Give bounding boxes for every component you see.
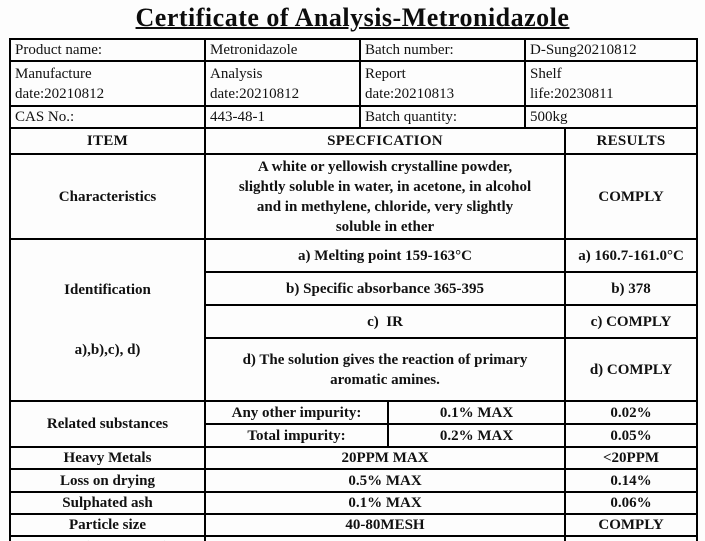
report-date: Report date:20210813 xyxy=(358,60,527,107)
assay-spec: 99.0%-101.0% xyxy=(203,535,567,541)
analysis-date: Analysis date:20210812 xyxy=(204,60,361,107)
assay-result: 99.8% xyxy=(564,535,699,541)
particle-size-result: COMPLY xyxy=(564,513,699,537)
identification-spec-d: d) The solution gives the reaction of pr… xyxy=(203,337,567,402)
characteristics-result: COMPLY xyxy=(564,153,699,240)
total-impurity-label: Total impurity: xyxy=(204,423,389,448)
total-impurity-result: 0.05% xyxy=(564,423,699,448)
characteristics-spec: A white or yellowish crystalline powder,… xyxy=(203,153,567,240)
identification-result-a: a) 160.7-161.0°C xyxy=(564,238,699,273)
total-impurity-limit: 0.2% MAX xyxy=(386,423,567,448)
product-name-value: Metronidazole xyxy=(204,38,361,62)
page-title: Certificate of Analysis-Metronidazole xyxy=(135,3,570,32)
info-row-dates: Manufacture date:20210812 Analysis date:… xyxy=(9,60,699,107)
particle-size-item: Particle size xyxy=(9,513,206,537)
sulphated-ash-spec: 0.1% MAX xyxy=(203,491,567,515)
product-name-label: Product name: xyxy=(9,38,206,62)
batch-quantity-label: Batch quantity: xyxy=(358,105,527,129)
any-other-impurity-label: Any other impurity: xyxy=(204,400,389,425)
assay-item: Assay(C6H9N3O3) xyxy=(9,535,206,541)
info-row-cas: CAS No.: 443-48-1 Batch quantity: 500kg xyxy=(9,105,699,129)
header-results: RESULTS xyxy=(564,127,699,155)
table-header-row: ITEM SPECFICATION RESULTS xyxy=(9,127,699,155)
identification-item-line2: a),b),c), d) xyxy=(74,342,141,358)
heavy-metals-result: <20PPM xyxy=(564,446,699,470)
related-substances-row-1: Related substances Any other impurity: 0… xyxy=(9,400,699,448)
sulphated-ash-row: Sulphated ash 0.1% MAX 0.06% xyxy=(9,491,699,515)
identification-spec-c: c) IR xyxy=(203,304,567,339)
loss-on-drying-row: Loss on drying 0.5% MAX 0.14% xyxy=(9,468,699,493)
cas-no-value: 443-48-1 xyxy=(204,105,361,129)
manufacture-date: Manufacture date:20210812 xyxy=(9,60,206,107)
batch-quantity-value: 500kg xyxy=(524,105,699,129)
identification-result-c: c) COMPLY xyxy=(564,304,699,339)
identification-item: Identification a),b),c), d) xyxy=(9,238,206,402)
particle-size-row: Particle size 40-80MESH COMPLY xyxy=(9,513,699,537)
heavy-metals-row: Heavy Metals 20PPM MAX <20PPM xyxy=(9,446,699,470)
identification-spec-b: b) Specific absorbance 365-395 xyxy=(203,271,567,306)
identification-row-a: Identification a),b),c), d) a) Melting p… xyxy=(9,238,699,402)
heavy-metals-spec: 20PPM MAX xyxy=(203,446,567,470)
header-item: ITEM xyxy=(9,127,206,155)
loss-on-drying-spec: 0.5% MAX xyxy=(203,468,567,493)
loss-on-drying-result: 0.14% xyxy=(564,468,699,493)
identification-row-d: d) The solution gives the reaction of pr… xyxy=(10,337,699,402)
shelf-life: Shelf life:20230811 xyxy=(524,60,699,107)
loss-on-drying-item: Loss on drying xyxy=(9,468,206,493)
identification-row-b: b) Specific absorbance 365-395 b) 378 xyxy=(10,271,699,306)
assay-row: Assay(C6H9N3O3) 99.0%-101.0% 99.8% xyxy=(9,535,699,541)
info-row-product: Product name: Metronidazole Batch number… xyxy=(9,38,699,62)
characteristics-item: Characteristics xyxy=(9,153,206,240)
sulphated-ash-result: 0.06% xyxy=(564,491,699,515)
particle-size-spec: 40-80MESH xyxy=(203,513,567,537)
identification-row-c: c) IR c) COMPLY xyxy=(10,304,699,339)
identification-result-d: d) COMPLY xyxy=(564,337,699,402)
sulphated-ash-item: Sulphated ash xyxy=(9,491,206,515)
related-substances-item: Related substances xyxy=(9,400,206,448)
header-specification: SPECFICATION xyxy=(203,127,567,155)
characteristics-row: Characteristics A white or yellowish cry… xyxy=(9,153,699,240)
related-substances-row-2: Total impurity: 0.2% MAX 0.05% xyxy=(10,423,699,448)
identification-item-line1: Identification xyxy=(64,282,151,298)
cas-no-label: CAS No.: xyxy=(9,105,206,129)
batch-number-value: D-Sung20210812 xyxy=(524,38,699,62)
identification-spec-a: a) Melting point 159-163°C xyxy=(203,238,567,273)
certificate-table: Product name: Metronidazole Batch number… xyxy=(9,38,699,541)
any-other-impurity-limit: 0.1% MAX xyxy=(386,400,567,425)
identification-result-b: b) 378 xyxy=(564,271,699,306)
any-other-impurity-result: 0.02% xyxy=(564,400,699,425)
batch-number-label: Batch number: xyxy=(358,38,527,62)
heavy-metals-item: Heavy Metals xyxy=(9,446,206,470)
